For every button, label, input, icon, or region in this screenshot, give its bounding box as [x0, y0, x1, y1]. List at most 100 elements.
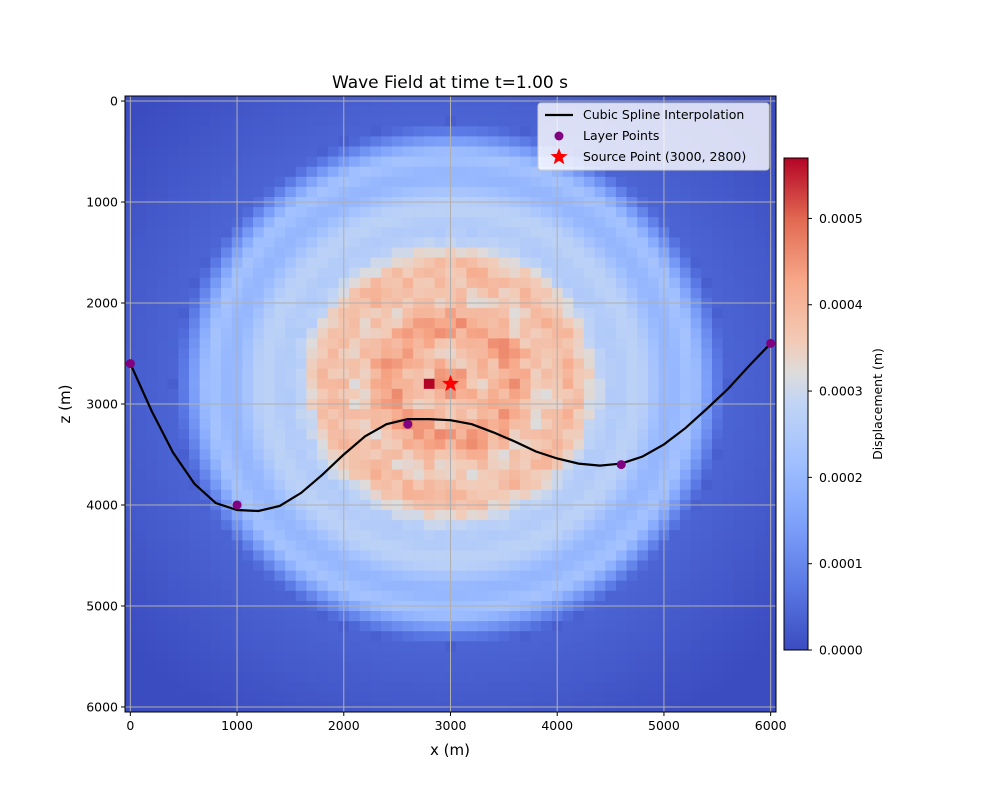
- heatmap-cell: [434, 449, 446, 461]
- heatmap-cell: [274, 126, 286, 137]
- heatmap-cell: [573, 590, 585, 602]
- heatmap-cell: [274, 257, 286, 269]
- heatmap-cell: [487, 166, 500, 178]
- heatmap-cell: [253, 540, 265, 552]
- x-tick-label: 1000: [221, 718, 253, 733]
- heatmap-cell: [221, 217, 233, 228]
- heatmap-cell: [722, 429, 734, 440]
- heatmap-cell: [733, 651, 745, 663]
- heatmap-cell: [306, 287, 318, 299]
- heatmap-cell: [402, 661, 414, 673]
- heatmap-cell: [210, 126, 222, 137]
- heatmap-cell: [509, 580, 521, 592]
- heatmap-cell: [189, 459, 201, 471]
- heatmap-cell: [327, 277, 340, 289]
- heatmap-cell: [359, 570, 372, 582]
- heatmap-cell: [669, 570, 681, 582]
- heatmap-cell: [487, 146, 500, 158]
- heatmap-cell: [306, 358, 318, 370]
- heatmap-cell: [647, 580, 660, 592]
- heatmap-cell: [370, 429, 382, 440]
- heatmap-cell: [146, 631, 158, 642]
- heatmap-cell: [562, 681, 574, 693]
- heatmap-cell: [477, 671, 489, 683]
- heatmap-cell: [754, 671, 766, 683]
- heatmap-cell: [594, 267, 606, 279]
- heatmap-cell: [413, 489, 425, 501]
- heatmap-cell: [487, 116, 500, 127]
- heatmap-cell: [359, 439, 372, 451]
- heatmap-cell: [413, 510, 425, 521]
- heatmap-cell: [455, 318, 468, 329]
- heatmap-cell: [690, 621, 702, 632]
- heatmap-cell: [647, 429, 660, 440]
- heatmap-cell: [647, 338, 660, 350]
- heatmap-cell: [573, 570, 585, 582]
- heatmap-cell: [743, 419, 756, 430]
- y-tick-label: 6000: [86, 699, 118, 714]
- heatmap-cell: [530, 378, 542, 390]
- heatmap-cell: [413, 621, 425, 632]
- heatmap-cell: [402, 540, 414, 552]
- heatmap-cell: [370, 469, 382, 481]
- heatmap-cell: [306, 570, 318, 582]
- heatmap-cell: [647, 368, 660, 380]
- heatmap-cell: [381, 631, 393, 642]
- heatmap-cell: [722, 227, 734, 238]
- heatmap-cell: [583, 449, 596, 461]
- heatmap-cell: [466, 550, 478, 562]
- heatmap-cell: [466, 237, 478, 249]
- heatmap-cell: [530, 287, 542, 299]
- heatmap-cell: [327, 479, 340, 491]
- heatmap-cell: [711, 439, 724, 451]
- heatmap-cell: [189, 176, 201, 188]
- heatmap-cell: [349, 570, 361, 582]
- heatmap-cell: [285, 479, 297, 491]
- heatmap-cell: [413, 267, 425, 279]
- heatmap-cell: [381, 318, 393, 329]
- heatmap-cell: [679, 621, 692, 632]
- heatmap-cell: [167, 419, 179, 430]
- heatmap-cell: [295, 227, 308, 238]
- heatmap-cell: [221, 469, 233, 481]
- heatmap-cell: [541, 641, 553, 653]
- heatmap-cell: [263, 176, 276, 188]
- heatmap-cell: [370, 590, 382, 602]
- heatmap-cell: [669, 530, 681, 541]
- heatmap-cell: [455, 348, 468, 360]
- heatmap-cell: [327, 520, 340, 531]
- heatmap-cell: [509, 459, 521, 471]
- heatmap-cell: [349, 207, 361, 218]
- heatmap-cell: [733, 459, 745, 471]
- heatmap-cell: [477, 176, 489, 188]
- heatmap-cell: [594, 247, 606, 259]
- heatmap-cell: [210, 267, 222, 279]
- heatmap-cell: [391, 328, 404, 339]
- heatmap-cell: [306, 409, 318, 420]
- heatmap-cell: [274, 621, 286, 632]
- heatmap-cell: [349, 691, 361, 703]
- heatmap-cell: [498, 247, 510, 259]
- heatmap-cell: [669, 287, 681, 299]
- heatmap-cell: [221, 419, 233, 430]
- colorbar-tick-label: 0.0001: [819, 556, 863, 571]
- heatmap-cell: [434, 227, 446, 238]
- heatmap-cell: [135, 267, 147, 279]
- heatmap-cell: [263, 348, 276, 360]
- heatmap-cell: [167, 368, 179, 380]
- heatmap-cell: [626, 318, 638, 329]
- heatmap-cell: [722, 449, 734, 461]
- heatmap-cell: [402, 166, 414, 178]
- heatmap-cell: [626, 388, 638, 400]
- heatmap-cell: [626, 267, 638, 279]
- heatmap-cell: [434, 550, 446, 562]
- heatmap-cell: [381, 106, 393, 117]
- heatmap-cell: [295, 308, 308, 319]
- heatmap-cell: [733, 661, 745, 673]
- heatmap-cell: [199, 146, 211, 158]
- heatmap-cell: [359, 651, 372, 663]
- heatmap-cell: [669, 358, 681, 370]
- heatmap-cell: [157, 469, 169, 481]
- heatmap-cell: [701, 651, 713, 663]
- heatmap-cell: [487, 136, 500, 148]
